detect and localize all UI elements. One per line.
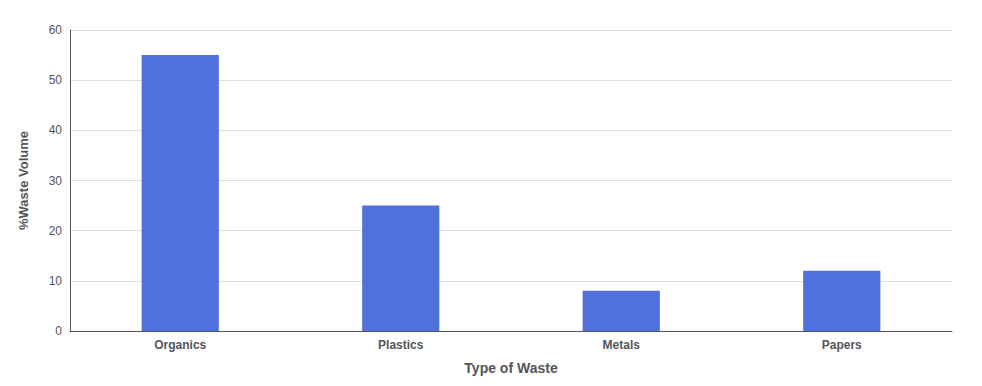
svg-text:30: 30 — [49, 174, 63, 188]
svg-text:%Waste Volume: %Waste Volume — [16, 131, 31, 230]
svg-text:10: 10 — [49, 274, 63, 288]
svg-text:Metals: Metals — [603, 338, 641, 352]
svg-text:Plastics: Plastics — [378, 338, 424, 352]
svg-text:50: 50 — [49, 73, 63, 87]
svg-text:Type of Waste: Type of Waste — [464, 360, 558, 376]
svg-text:60: 60 — [49, 23, 63, 37]
svg-text:20: 20 — [49, 224, 63, 238]
svg-text:40: 40 — [49, 123, 63, 137]
svg-text:Papers: Papers — [822, 338, 862, 352]
svg-text:Organics: Organics — [154, 338, 206, 352]
svg-text:0: 0 — [55, 324, 62, 338]
